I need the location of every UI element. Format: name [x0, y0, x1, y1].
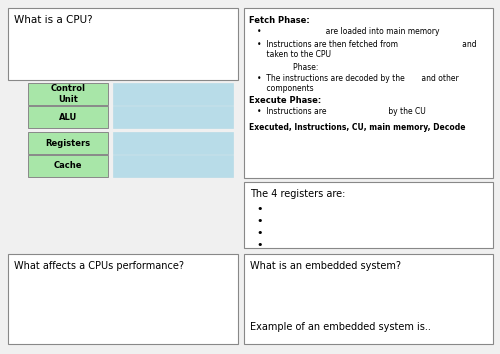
Bar	[244, 8, 493, 178]
Text: •                           are loaded into main memory: • are loaded into main memory	[257, 27, 440, 36]
Bar	[28, 155, 108, 177]
Text: components: components	[257, 84, 314, 93]
Text: •  The instructions are decoded by the       and other: • The instructions are decoded by the an…	[257, 74, 459, 83]
Bar	[28, 106, 108, 128]
Text: What is a CPU?: What is a CPU?	[14, 15, 92, 25]
Text: Cache: Cache	[54, 161, 82, 171]
Text: Executed, Instructions, CU, main memory, Decode: Executed, Instructions, CU, main memory,…	[249, 123, 466, 132]
Text: Control
Unit: Control Unit	[50, 84, 86, 104]
Bar	[244, 254, 493, 344]
Bar	[113, 132, 233, 154]
Text: What is an embedded system?: What is an embedded system?	[250, 261, 401, 271]
Text: •  Instructions are                          by the CU: • Instructions are by the CU	[257, 107, 426, 116]
Text: •: •	[256, 228, 262, 238]
Bar	[113, 155, 233, 177]
Text: Execute Phase:: Execute Phase:	[249, 96, 321, 105]
Text: •: •	[256, 204, 262, 214]
Text: Registers: Registers	[46, 138, 90, 148]
Text: •: •	[256, 240, 262, 250]
Bar	[28, 83, 108, 105]
Text: Phase:: Phase:	[274, 63, 318, 72]
Text: •  Instructions are then fetched from                           and: • Instructions are then fetched from and	[257, 40, 476, 49]
Bar	[8, 254, 238, 344]
Text: What affects a CPUs performance?: What affects a CPUs performance?	[14, 261, 184, 271]
Bar	[113, 83, 233, 105]
Text: The 4 registers are:: The 4 registers are:	[250, 189, 346, 199]
Text: •: •	[256, 216, 262, 226]
Bar	[8, 8, 238, 80]
Bar	[28, 132, 108, 154]
Bar	[244, 182, 493, 248]
Text: ALU: ALU	[59, 113, 77, 121]
Text: Example of an embedded system is..: Example of an embedded system is..	[250, 322, 431, 332]
Text: Fetch Phase:: Fetch Phase:	[249, 16, 310, 25]
Text: taken to the CPU: taken to the CPU	[257, 50, 331, 59]
Bar	[113, 106, 233, 128]
